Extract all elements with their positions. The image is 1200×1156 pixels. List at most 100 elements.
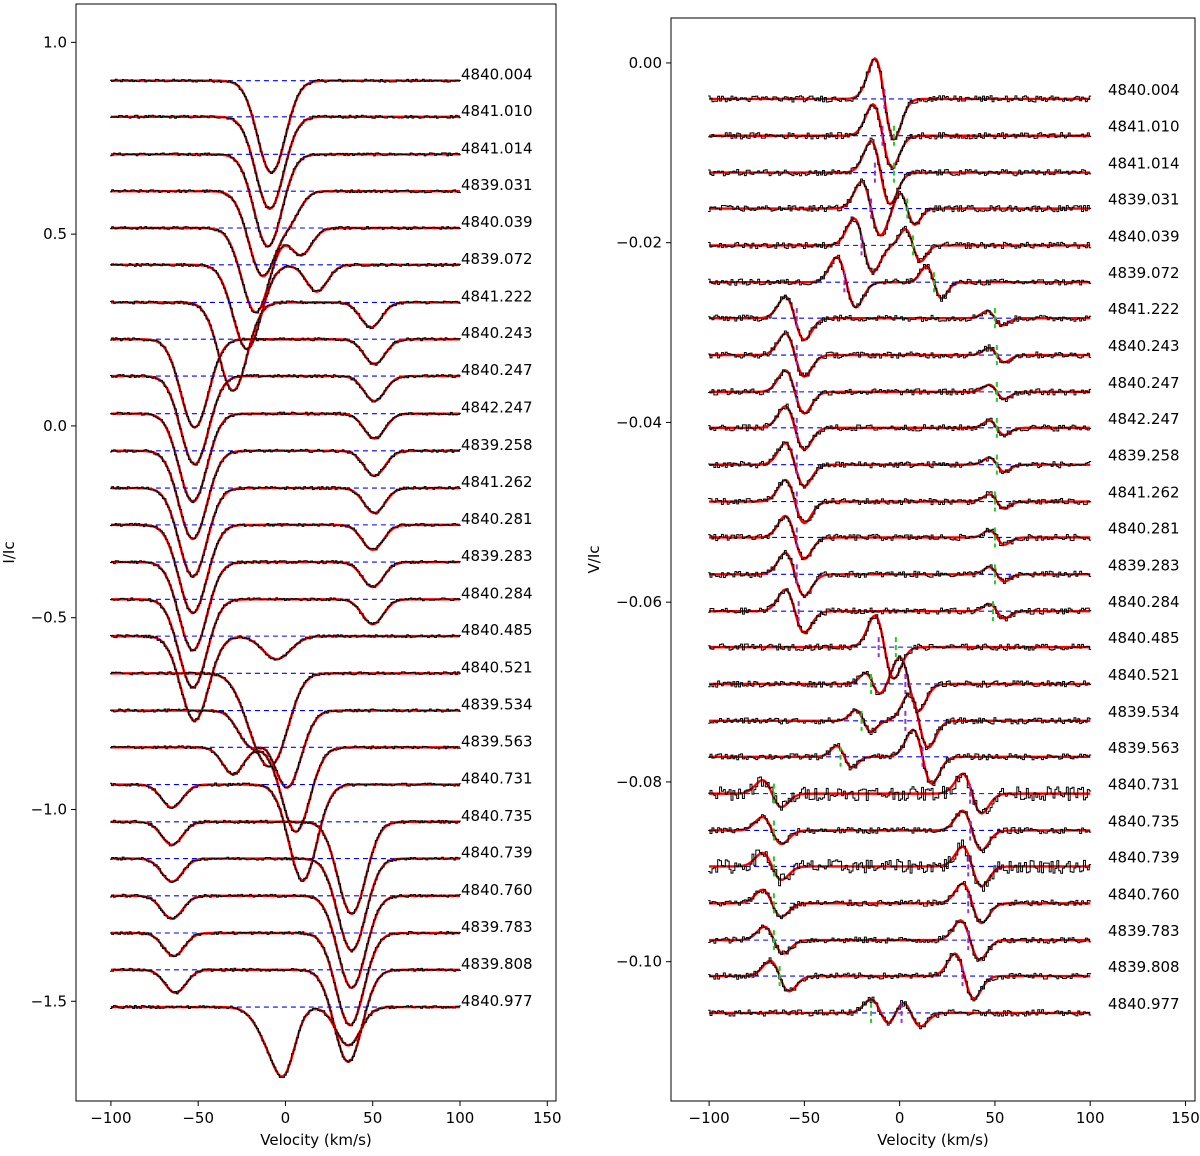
y-tick-label: 0.00 — [629, 54, 662, 72]
y-tick-label: −0.06 — [616, 593, 662, 611]
profile-label: 4840.039 — [1108, 227, 1180, 245]
observed-profile — [708, 137, 1092, 205]
x-tick-label: −50 — [182, 1109, 214, 1127]
observed-profile — [708, 614, 1092, 680]
profile-4842.247: 4842.247 — [110, 399, 533, 504]
model-profile — [709, 655, 1091, 713]
profile-4840.739: 4840.739 — [110, 844, 533, 953]
y-tick-label: −1.0 — [31, 800, 67, 818]
profile-4839.534: 4839.534 — [708, 692, 1180, 751]
observed-profile — [708, 479, 1092, 522]
observed-profile — [708, 294, 1092, 342]
profile-label: 4840.039 — [461, 213, 533, 231]
observed-profile — [708, 369, 1092, 414]
profile-4840.739: 4840.739 — [708, 839, 1180, 892]
profile-label: 4840.731 — [1108, 776, 1180, 794]
profile-label: 4840.977 — [1108, 995, 1180, 1013]
observed-profile — [110, 337, 461, 429]
observed-profile — [110, 114, 461, 209]
panel-intensity: −100 −50 0 50 100 150 1.0 0.5 0.0 −0.5 −1.0 −1.5 Vel… — [0, 3, 562, 1149]
profile-label: 4840.243 — [1108, 337, 1180, 355]
profile-4841.014: 4841.014 — [708, 137, 1180, 206]
observed-profile — [110, 152, 461, 248]
profile-label: 4839.031 — [461, 176, 533, 194]
observed-profile — [110, 782, 461, 883]
profile-label: 4839.534 — [461, 696, 533, 714]
profile-4841.262: 4841.262 — [110, 473, 533, 578]
profile-4840.243: 4840.243 — [708, 330, 1180, 378]
observed-profile — [110, 856, 461, 953]
profile-4839.031: 4839.031 — [708, 178, 1180, 237]
observed-profile — [110, 411, 461, 504]
observed-profile — [708, 516, 1092, 561]
profile-label: 4839.808 — [1108, 958, 1180, 976]
profile-label: 4840.977 — [461, 992, 533, 1010]
profile-label: 4840.284 — [461, 584, 533, 602]
profile-label: 4840.735 — [461, 807, 533, 825]
observed-profile — [708, 839, 1092, 892]
profile-label: 4841.010 — [461, 102, 533, 120]
profile-4840.485: 4840.485 — [708, 614, 1180, 681]
profile-4839.283: 4839.283 — [708, 550, 1180, 599]
observed-profile — [110, 560, 461, 652]
profile-label: 4839.808 — [461, 955, 533, 973]
profile-4839.563: 4839.563 — [110, 732, 533, 834]
profile-label: 4839.072 — [461, 250, 533, 268]
profile-label: 4840.243 — [461, 324, 533, 342]
observed-profile — [708, 920, 1092, 962]
profile-4840.735: 4840.735 — [708, 809, 1180, 854]
profile-label: 4840.739 — [461, 844, 533, 862]
observed-profile — [708, 692, 1092, 751]
observed-profile — [708, 403, 1092, 452]
x-tick-label: 100 — [446, 1109, 475, 1127]
observed-profile — [708, 441, 1092, 489]
observed-profile — [708, 104, 1092, 171]
profile-4839.783: 4839.783 — [708, 919, 1180, 962]
profile-label: 4840.521 — [461, 658, 533, 676]
profile-label: 4840.760 — [461, 881, 533, 899]
observed-profile — [708, 216, 1092, 275]
x-tick-label: 50 — [363, 1109, 382, 1127]
y-axis-label: I/Ic — [0, 541, 18, 563]
profile-4840.039: 4840.039 — [110, 213, 533, 314]
observed-profile — [708, 588, 1092, 635]
x-tick-label: 100 — [1076, 1109, 1105, 1127]
y-tick-label: −0.10 — [616, 953, 662, 971]
profile-4839.534: 4839.534 — [110, 696, 533, 789]
profile-4840.731: 4840.731 — [110, 770, 533, 883]
plot-frame — [670, 17, 1196, 1102]
profile-4840.760: 4840.760 — [110, 881, 533, 990]
observed-profile — [708, 58, 1092, 141]
observed-profile — [110, 1005, 461, 1078]
x-tick-label: 150 — [533, 1109, 562, 1127]
profile-label: 4839.783 — [461, 918, 533, 936]
observed-profile — [110, 671, 461, 767]
observed-profile — [110, 448, 461, 539]
y-axis-label: V/Ic — [585, 546, 603, 574]
y-tick-label: 1.0 — [43, 33, 67, 51]
profile-4840.281: 4840.281 — [110, 510, 533, 615]
observed-profile — [708, 729, 1092, 787]
profile-label: 4839.258 — [461, 436, 533, 454]
model-profile — [709, 139, 1091, 206]
x-axis-label: Velocity (km/s) — [877, 1131, 988, 1149]
profile-4841.010: 4841.010 — [110, 102, 533, 211]
x-tick-label: −100 — [90, 1109, 131, 1127]
profile-4839.258: 4839.258 — [110, 436, 533, 541]
profile-label: 4840.284 — [1108, 593, 1180, 611]
observed-profile — [110, 893, 461, 989]
profile-label: 4840.735 — [1108, 812, 1180, 830]
profile-label: 4841.014 — [1108, 155, 1180, 173]
plot-frame — [75, 3, 557, 1102]
x-tick-label: 0 — [281, 1109, 291, 1127]
profile-4840.039: 4840.039 — [708, 216, 1180, 275]
profile-4839.031: 4839.031 — [110, 176, 533, 278]
x-axis-label: Velocity (km/s) — [260, 1131, 371, 1149]
profile-label: 4839.031 — [1108, 191, 1180, 209]
observed-profile — [110, 78, 461, 174]
model-profile — [709, 728, 1091, 786]
x-tick-label: 150 — [1171, 1109, 1200, 1127]
observed-profile — [110, 189, 461, 277]
profile-label: 4840.739 — [1108, 848, 1180, 866]
